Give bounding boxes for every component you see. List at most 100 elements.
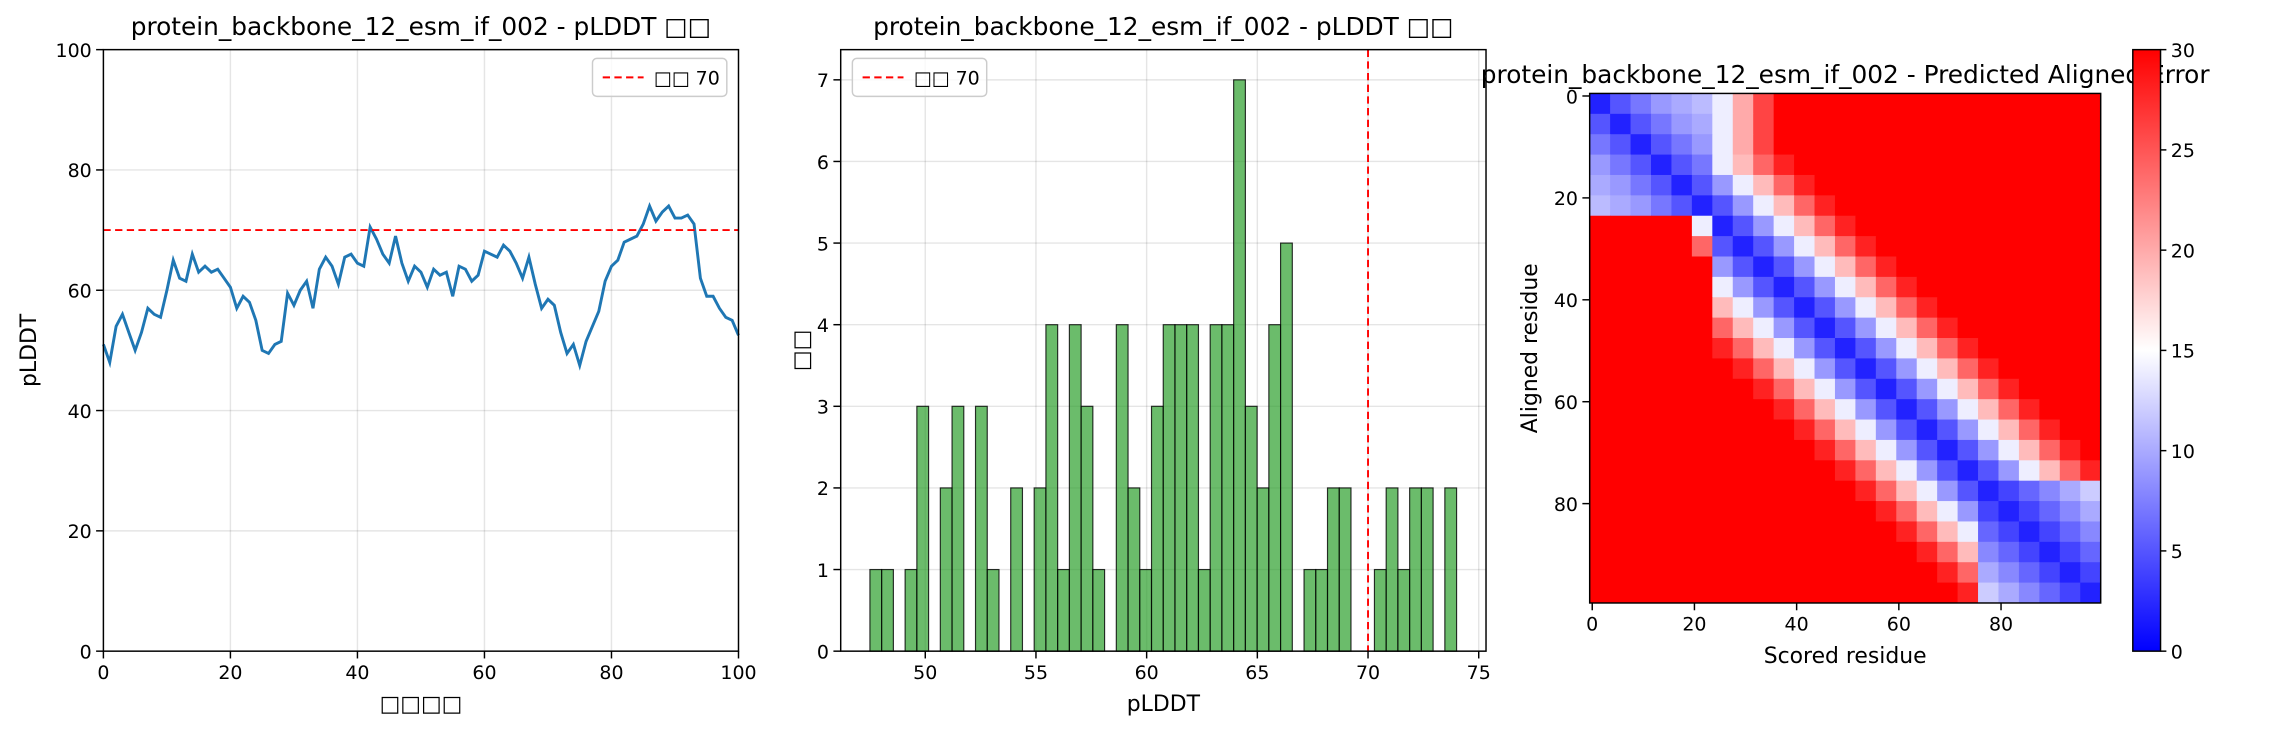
heatmap-cell	[1875, 582, 1897, 604]
heatmap-cell	[1916, 399, 1938, 420]
heatmap-cell	[1589, 236, 1611, 257]
heatmap-cell	[1896, 338, 1918, 359]
heatmap-cell	[1732, 480, 1754, 502]
heatmap-cell	[1834, 93, 1856, 115]
heatmap-cell	[1732, 113, 1754, 135]
heatmap-cell	[1814, 174, 1836, 196]
heatmap-cell	[1691, 215, 1713, 237]
heatmap-cell	[1732, 134, 1754, 156]
heatmap-cell	[1916, 501, 1938, 522]
heatmap-cell	[1712, 134, 1734, 156]
heatmap-cell	[1610, 134, 1631, 156]
heatmap-cell	[1875, 399, 1897, 420]
heatmap-cell	[1651, 93, 1672, 115]
heatmap-cell	[2018, 419, 2040, 441]
heatmap-cell	[1753, 582, 1775, 604]
heatmap-cell	[1937, 93, 1959, 115]
heatmap-cell	[1937, 195, 1959, 217]
heatmap-cell	[1671, 338, 1693, 359]
heatmap-cell	[2039, 562, 2061, 584]
heatmap-cell	[1610, 419, 1631, 441]
y-tick-label: 2	[817, 478, 829, 500]
heatmap-cell	[1630, 93, 1652, 115]
heatmap-cell	[1875, 215, 1897, 237]
histogram-bar	[1186, 324, 1200, 652]
heatmap-cell	[1773, 134, 1795, 156]
heatmap-cell	[1937, 174, 1959, 196]
heatmap-cell	[1753, 195, 1775, 217]
heatmap-cell	[1937, 541, 1959, 563]
heatmap-cell	[1896, 501, 1918, 522]
heatmap-cell	[1998, 419, 2020, 441]
heatmap-cell	[1916, 297, 1938, 319]
heatmap-cell	[1834, 521, 1856, 543]
heatmap-cell	[1896, 582, 1918, 604]
heatmap-cell	[1957, 582, 1979, 604]
heatmap-cell	[1712, 338, 1734, 359]
heatmap-cell	[1916, 236, 1938, 257]
heatmap-cell	[1855, 93, 1877, 115]
heatmap-cell	[1794, 134, 1815, 156]
heatmap-cell	[1896, 521, 1918, 543]
heatmap-cell	[1957, 501, 1979, 522]
histogram-bar	[1010, 487, 1024, 652]
heatmap-cell	[1794, 317, 1815, 339]
heatmap-cell	[1875, 338, 1897, 359]
heatmap-cell	[1814, 501, 1836, 522]
heatmap-cell	[1937, 419, 1959, 441]
heatmap-cell	[2018, 297, 2040, 319]
heatmap-cell	[1753, 93, 1775, 115]
heatmap-cell	[1896, 460, 1918, 482]
heatmap-cell	[1834, 582, 1856, 604]
heatmap-cell	[1610, 378, 1631, 400]
heatmap-cell	[1753, 541, 1775, 563]
heatmap-cell	[1671, 521, 1693, 543]
heatmap-cell	[1916, 439, 1938, 461]
heatmap-cell	[1712, 562, 1734, 584]
heatmap-cell	[1651, 195, 1672, 217]
histogram-bar	[1127, 487, 1141, 652]
heatmap-cell	[1834, 480, 1856, 502]
plddt-line	[102, 201, 740, 371]
heatmap-cell	[1978, 236, 1999, 257]
heatmap-cell	[1589, 317, 1611, 339]
heatmap-cell	[1753, 378, 1775, 400]
x-tick-label: 20	[1682, 614, 1706, 636]
heatmap-cell	[1691, 439, 1713, 461]
heatmap-cell	[1630, 521, 1652, 543]
heatmap-cell	[1610, 399, 1631, 420]
colorbar-tick-label: 15	[2171, 341, 2195, 363]
heatmap-cell	[1855, 480, 1877, 502]
heatmap-cell	[1712, 276, 1734, 298]
heatmap-cell	[1998, 501, 2020, 522]
heatmap-cell	[2039, 276, 2061, 298]
heatmap-cell	[1896, 93, 1918, 115]
heatmap-cell	[2080, 338, 2102, 359]
heatmap-cell	[1957, 317, 1979, 339]
heatmap-cell	[1794, 113, 1815, 135]
histogram-bar	[1397, 568, 1411, 652]
heatmap-cell	[2039, 439, 2061, 461]
heatmap-cell	[1589, 562, 1611, 584]
heatmap-cell	[1998, 521, 2020, 543]
heatmap-cell	[1875, 501, 1897, 522]
heatmap-cell	[1630, 134, 1652, 156]
heatmap-cell	[1691, 399, 1713, 420]
histogram-bar	[1338, 487, 1352, 652]
histogram-bar	[939, 487, 953, 652]
heatmap-cell	[1651, 521, 1672, 543]
heatmap-cell	[1834, 276, 1856, 298]
heatmap-cell	[2080, 582, 2102, 604]
heatmap-cell	[1630, 276, 1652, 298]
heatmap-cell	[1630, 215, 1652, 237]
heatmap-cell	[1671, 134, 1693, 156]
heatmap-cell	[2018, 480, 2040, 502]
heatmap-cell	[1875, 562, 1897, 584]
x-axis-label: pLDDT	[1127, 692, 1201, 717]
heatmap-cell	[1855, 439, 1877, 461]
heatmap-cell	[1855, 215, 1877, 237]
y-tick-label: 40	[1554, 290, 1578, 312]
heatmap-cell	[2039, 256, 2061, 278]
heatmap-cell	[1957, 541, 1979, 563]
heatmap-cell	[2039, 541, 2061, 563]
